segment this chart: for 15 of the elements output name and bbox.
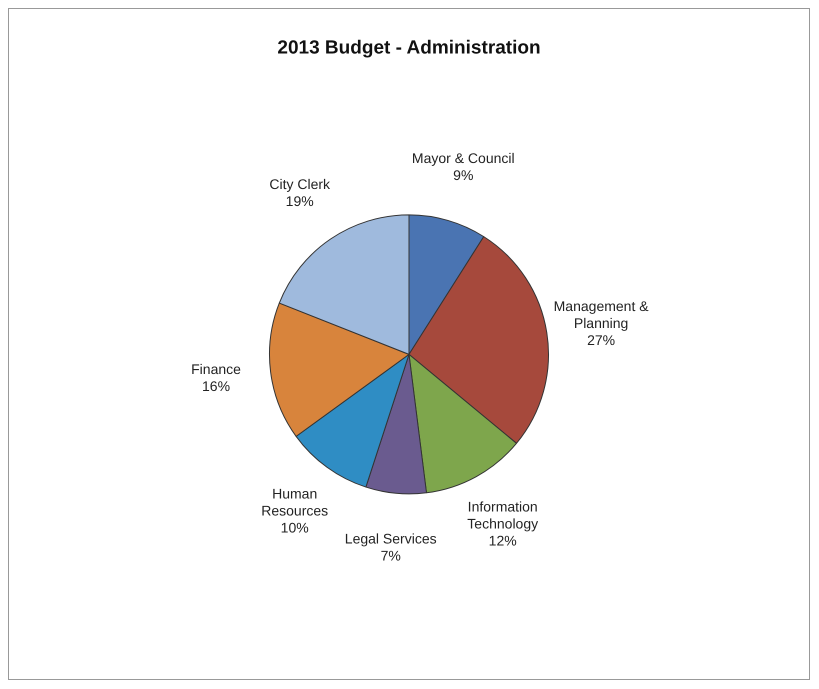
data-label: 9%: [453, 166, 474, 183]
data-label: 7%: [380, 547, 401, 564]
data-label: 27%: [587, 332, 616, 348]
data-label: 10%: [280, 520, 309, 536]
data-label: 16%: [202, 378, 230, 394]
slice-label: Human Resources: [261, 486, 328, 519]
slice-label: Mayor & Council: [412, 150, 515, 166]
data-label: 12%: [488, 532, 517, 549]
slice-label: City Clerk: [269, 176, 332, 192]
data-label: 19%: [286, 192, 314, 209]
slice-label: Legal Services: [344, 530, 437, 546]
slice-label: Information Technology: [467, 498, 538, 532]
chart-title: 2013 Budget - Administration: [277, 38, 541, 59]
slice-label: Finance: [191, 361, 242, 378]
slice-label: Management & Planning: [554, 298, 650, 331]
